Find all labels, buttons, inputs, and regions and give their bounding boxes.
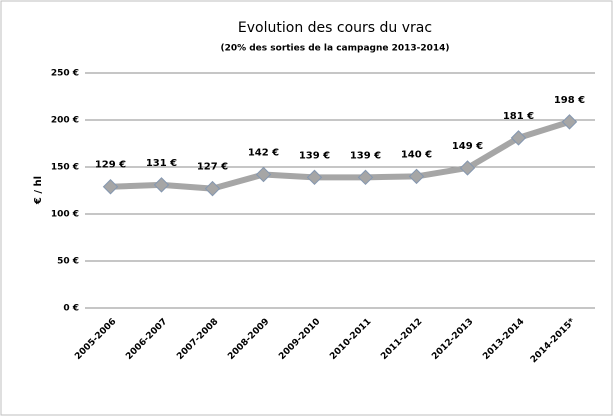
data-label: 140 €: [401, 149, 432, 160]
data-label: 181 €: [503, 111, 534, 122]
y-tick-label: 200 €: [51, 116, 79, 126]
point: [408, 168, 425, 185]
point: [561, 114, 578, 130]
point: [102, 179, 119, 195]
data-label: 149 €: [452, 141, 483, 152]
y-tick-label: 0 €: [63, 304, 79, 314]
point: [459, 160, 476, 176]
point: [306, 169, 323, 186]
chart-subtitle: (20% des sorties de la campagne 2013-201…: [220, 44, 449, 54]
point: [510, 130, 527, 146]
data-label: 129 €: [95, 160, 126, 171]
point: [204, 180, 221, 197]
y-tick-label: 250 €: [51, 69, 79, 79]
chart-title: Evolution des cours du vrac: [238, 20, 432, 36]
y-tick-label: 100 €: [51, 210, 79, 220]
y-tick-label: 150 €: [51, 163, 79, 173]
point: [255, 166, 272, 183]
point: [357, 169, 374, 186]
y-axis-label: € / hl: [33, 176, 44, 205]
point: [153, 177, 170, 193]
data-label: 131 €: [146, 158, 177, 169]
y-tick-label: 50 €: [57, 257, 79, 267]
line: [110, 119, 571, 192]
data-label: 139 €: [299, 150, 330, 161]
data-label: 139 €: [350, 150, 381, 161]
data-label: 198 €: [554, 95, 585, 106]
data-label: 142 €: [248, 148, 279, 159]
data-label: 127 €: [197, 162, 228, 173]
